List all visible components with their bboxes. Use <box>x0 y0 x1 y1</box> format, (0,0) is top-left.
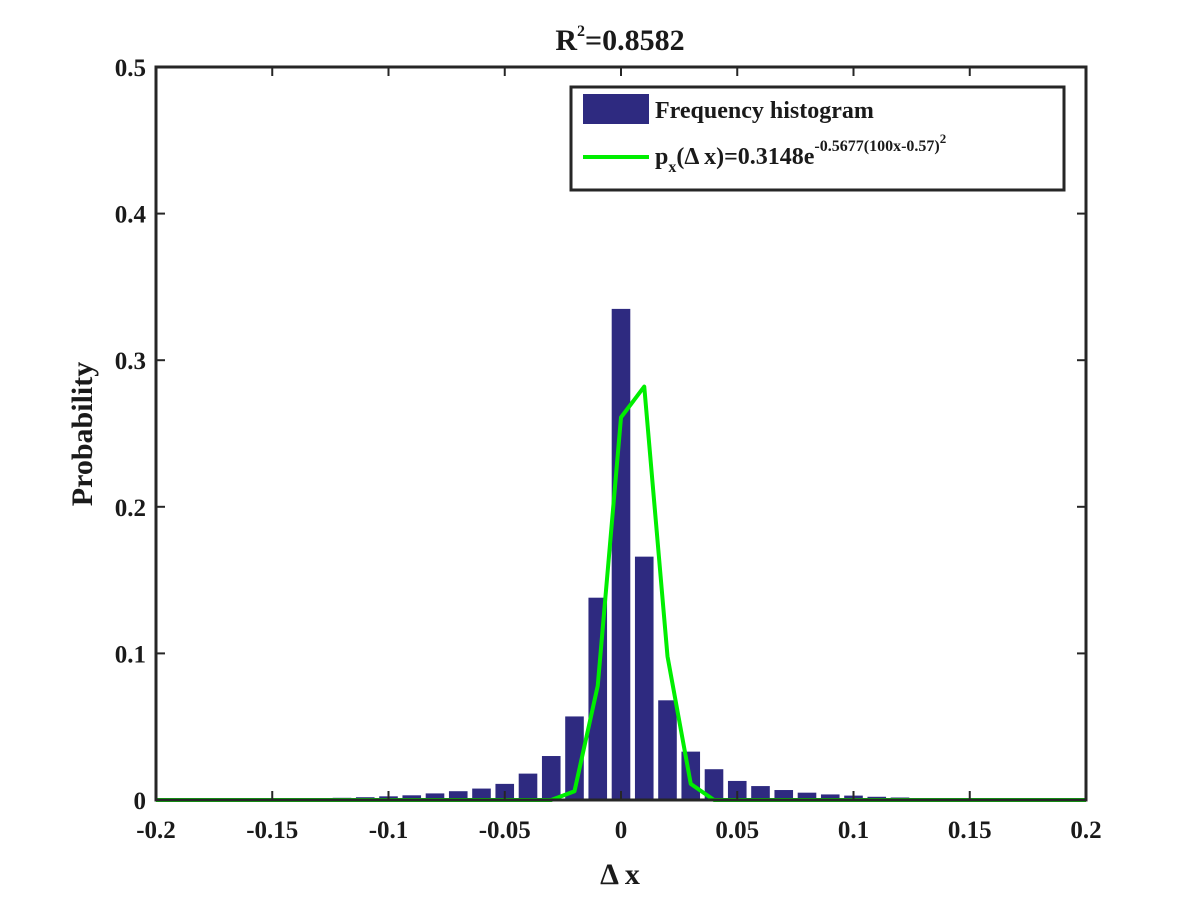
y-tick-label: 0 <box>134 788 147 815</box>
histogram-bar <box>797 792 817 800</box>
histogram-bar <box>402 795 422 800</box>
x-tick-label: 0.05 <box>715 817 759 844</box>
histogram-bar <box>658 700 677 800</box>
histogram-bar <box>634 556 654 800</box>
x-tick-label: -0.1 <box>369 817 409 844</box>
y-tick-label: 0.5 <box>115 55 146 82</box>
plot-frame <box>154 65 1088 802</box>
legend-bar-label: Frequency histogram <box>655 98 874 124</box>
histogram-bar <box>704 769 724 800</box>
x-tick-label: 0.15 <box>948 817 992 844</box>
histogram-bar <box>727 780 747 800</box>
histogram-bar <box>774 790 794 800</box>
legend: Frequency histogram px(Δ x)=0.3148e-0.56… <box>569 85 1066 192</box>
legend-bar-swatch <box>583 94 649 124</box>
histogram-bar <box>472 788 491 800</box>
y-tick-label: 0.3 <box>115 348 146 375</box>
histogram-bar <box>611 308 631 800</box>
histogram-bar <box>751 786 770 800</box>
x-tick-label: 0.2 <box>1070 817 1101 844</box>
y-tick-label: 0.1 <box>115 641 146 668</box>
x-tick-label: 0 <box>615 817 628 844</box>
histogram-bar <box>541 756 561 800</box>
fit-curve-line <box>156 384 1086 802</box>
histogram-bars <box>216 308 1003 800</box>
y-tick-label: 0.4 <box>115 202 147 229</box>
histogram-bar <box>425 793 445 800</box>
x-tick-label: -0.15 <box>246 817 298 844</box>
legend-line-label: px(Δ x)=0.3148e-0.5677(100x-0.57)2 <box>655 131 946 176</box>
x-tick-label: 0.1 <box>838 817 869 844</box>
x-tick-label: -0.2 <box>136 817 176 844</box>
x-axis-title: Δ x <box>600 858 640 891</box>
y-tick-label: 0.2 <box>115 495 146 522</box>
legend-box <box>569 85 1066 192</box>
histogram-bar <box>518 773 538 800</box>
x-tick-label: -0.05 <box>479 817 531 844</box>
histogram-bar <box>820 794 840 800</box>
y-axis-title: Probability <box>66 362 99 506</box>
chart-title: R2=0.8582 <box>555 23 684 57</box>
axis-ticks: -0.2 -0.15 -0.1 -0.05 0 0.05 0.1 0.15 0.2 0 0.1 0.2… <box>115 55 1102 844</box>
histogram-bar <box>448 791 468 800</box>
